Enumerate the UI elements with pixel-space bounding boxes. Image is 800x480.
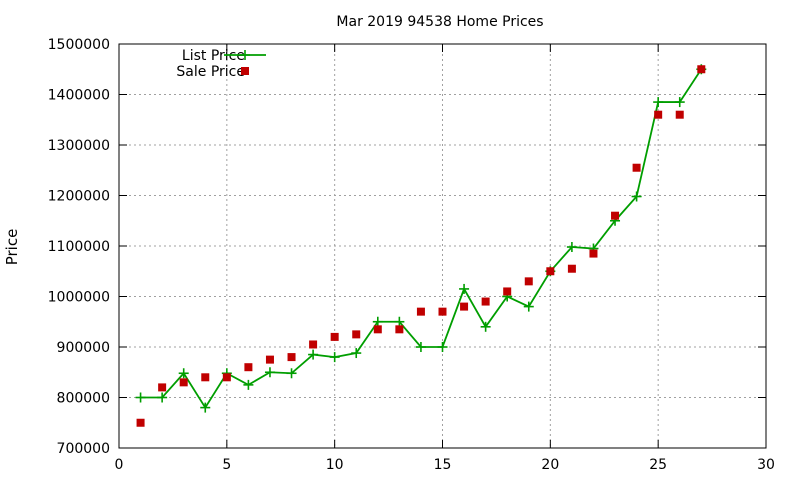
list-price-point [437, 342, 448, 352]
list-price-point [674, 97, 685, 108]
x-tick-label: 10 [326, 457, 344, 473]
sale-price-point [244, 363, 253, 372]
y-tick-label: 1300000 [48, 138, 110, 154]
list-price-point [157, 392, 168, 403]
sale-price-point [136, 418, 145, 427]
list-price-point [243, 379, 254, 390]
y-tick-label: 1000000 [48, 290, 110, 306]
list-price-point [200, 402, 211, 413]
axis-ticks: 700000 800000 900000 1000000 1100000 1200000 1… [48, 37, 775, 473]
legend-plus-marker [240, 50, 250, 60]
y-tick-label: 1200000 [48, 189, 110, 205]
y-tick-label: 1500000 [48, 37, 110, 53]
sale-price-point [222, 373, 231, 382]
x-tick-label: 25 [649, 457, 667, 473]
series-sale-price [136, 65, 706, 427]
sale-price-point [416, 307, 425, 316]
sale-price-point [632, 163, 641, 172]
y-tick-label: 1400000 [48, 88, 110, 104]
list-price-point [372, 316, 383, 327]
list-price-point [308, 349, 319, 360]
list-price-point [523, 301, 534, 312]
x-tick-label: 0 [115, 457, 124, 473]
sale-price-point [287, 353, 296, 362]
sale-price-point [265, 355, 274, 364]
grid-lines [119, 44, 766, 448]
series-layer [135, 64, 707, 427]
sale-price-point [654, 110, 663, 119]
list-price-line [140, 68, 703, 410]
y-tick-label: 900000 [57, 340, 110, 356]
sale-price-point [611, 211, 620, 220]
sale-price-point [373, 325, 382, 334]
x-tick-label: 30 [757, 457, 775, 473]
y-tick-label: 800000 [57, 391, 110, 407]
sale-price-point [309, 340, 318, 349]
list-price-point [566, 242, 577, 253]
sale-price-point [179, 378, 188, 387]
sale-price-point [546, 267, 555, 276]
list-price-point [329, 352, 340, 363]
sale-price-point [460, 302, 469, 311]
list-price-point [135, 392, 146, 403]
list-price-point [631, 191, 642, 202]
sale-price-point [352, 330, 361, 339]
list-price-point [653, 97, 664, 108]
legend-square-marker [241, 67, 249, 75]
y-axis-label: Price [3, 229, 21, 266]
list-price-point [178, 368, 189, 379]
list-price-point [415, 342, 426, 352]
x-tick-label: 20 [541, 457, 559, 473]
x-tick-label: 5 [222, 457, 231, 473]
x-tick-label: 15 [434, 457, 452, 473]
series-list-price [135, 64, 707, 413]
list-price-point [286, 368, 297, 379]
sale-price-point [524, 277, 533, 286]
sale-price-point [158, 383, 167, 392]
list-price-point [264, 367, 275, 378]
list-price-point [480, 321, 491, 332]
legend-label: List Price [182, 48, 245, 64]
chart-title: Mar 2019 94538 Home Prices [336, 14, 543, 30]
sale-price-point [567, 264, 576, 273]
sale-price-point [201, 373, 210, 382]
sale-price-point [481, 297, 490, 306]
sale-price-point [697, 65, 706, 74]
sale-price-point [503, 287, 512, 296]
y-tick-label: 1100000 [48, 239, 110, 255]
sale-price-point [675, 110, 684, 119]
sale-price-point [438, 307, 447, 316]
sale-price-point [330, 332, 339, 341]
list-price-point [394, 316, 405, 327]
y-tick-label: 700000 [57, 441, 110, 457]
list-price-point [459, 283, 470, 294]
sale-price-point [395, 325, 404, 334]
list-price-point [351, 348, 362, 359]
legend-label: Sale Price [176, 64, 245, 80]
sale-price-point [589, 249, 598, 258]
